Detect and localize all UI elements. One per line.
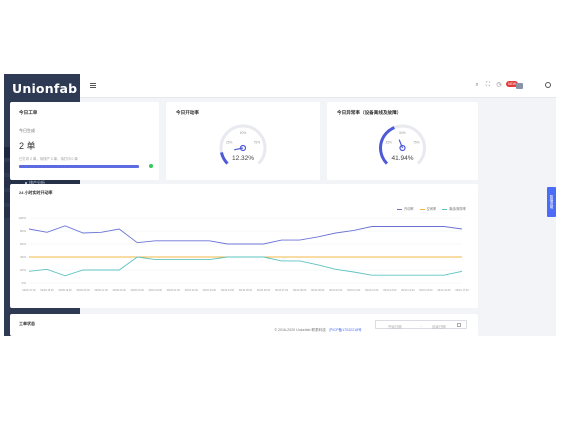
start-date-input[interactable]: 开始日期	[388, 324, 402, 329]
x-tick-label: 09/09 18:00	[40, 289, 54, 292]
card-title: 工单状态	[19, 321, 35, 326]
x-tick-label: 09/09 21:00	[95, 289, 109, 292]
work-order-status-card: 工单状态 开始日期 → 结束日期	[10, 314, 478, 336]
y-tick-label: 80%	[20, 229, 26, 233]
orders-progress-bar	[19, 165, 139, 168]
gauge-fill	[219, 152, 229, 165]
today-uptime-card: 今日开动率 25% 50% 75% 12.32%	[166, 102, 320, 180]
x-tick-label: 09/09 17:00	[22, 289, 36, 292]
dashboard-app: Unionfab 工作台▾订单管理▾设备管理▾数据分析▴产能概况产能分析排产分析…	[4, 74, 556, 336]
x-tick-label: 09/09 23:00	[131, 289, 145, 292]
x-tick-label: 09/10 05:00	[239, 289, 253, 292]
legend-label: 空闲率	[426, 207, 437, 211]
gauge-tick-label: 25%	[385, 140, 392, 144]
x-tick-label: 09/10 16:00	[437, 289, 451, 292]
x-tick-label: 09/10 06:00	[257, 289, 271, 292]
settings-icon[interactable]	[545, 82, 551, 88]
legend-item[interactable]: 空闲率	[419, 207, 437, 211]
gauge-needle	[398, 139, 404, 149]
menu-toggle-icon[interactable]	[90, 83, 96, 88]
card-title: 今日异常率（设备离线及故障）	[337, 110, 402, 115]
y-tick-label: 0%	[22, 281, 27, 285]
gauge-tick-label: 50%	[399, 131, 406, 135]
chart-title: 24 小时实时开动率	[19, 190, 53, 195]
calendar-icon[interactable]	[457, 323, 461, 327]
clock-icon[interactable]: ◷	[496, 82, 502, 88]
x-tick-label: 09/10 09:00	[311, 289, 325, 292]
gauge-fill	[379, 126, 395, 165]
fullscreen-icon[interactable]: ⛶	[485, 82, 491, 88]
x-tick-label: 09/10 17:00	[455, 289, 469, 292]
x-tick-label: 09/10 01:00	[167, 289, 181, 292]
x-tick-label: 09/10 11:00	[347, 289, 361, 292]
legend-label: 开动率	[404, 207, 414, 211]
notification-badge[interactable]: NEW	[506, 81, 518, 87]
end-date-input[interactable]: 结束日期	[432, 324, 446, 329]
side-help-tab[interactable]: 数据说明	[547, 187, 556, 217]
uptime-trend-card: 100% 80% 60% 40% 20% 0% 09/09 17:00 09/09 18:00…	[10, 184, 478, 308]
x-tick-label: 09/10 03:00	[203, 289, 217, 292]
gauge-track	[219, 124, 267, 165]
gauge-value: 12.32%	[232, 155, 254, 162]
orders-value: 2 单	[19, 141, 36, 151]
x-tick-label: 09/10 08:00	[293, 289, 307, 292]
gauge-needle	[234, 147, 244, 151]
status-dot	[149, 164, 153, 168]
footer: © 2016-2020 Unionfab 联泰科技 沪ICP备17032218号	[80, 328, 556, 333]
date-separator: →	[419, 323, 423, 328]
trend-chart: 100% 80% 60% 40% 20% 0% 09/09 17:00 09/09 18:00…	[18, 216, 469, 292]
x-tick-label: 09/09 20:00	[77, 289, 91, 292]
gauge-tick-label: 75%	[254, 140, 261, 144]
x-tick-label: 09/10 12:00	[365, 289, 379, 292]
today-orders-card: 今日工单 今日生成 2 单 已打印 2 单，待排产 0 单，待打印 0 单	[10, 102, 159, 180]
bullet-icon	[25, 182, 27, 184]
card-title: 今日工单	[19, 110, 38, 115]
series-line	[28, 225, 463, 245]
x-tick-label: 09/10 04:00	[221, 289, 235, 292]
gauge-value: 41.94%	[391, 155, 413, 162]
date-range-picker[interactable]: 开始日期 → 结束日期	[375, 320, 467, 329]
legend-item[interactable]: 开动率	[397, 207, 414, 211]
icp-link[interactable]: 沪ICP备17032218号	[328, 328, 362, 332]
x-tick-label: 09/10 07:00	[275, 289, 289, 292]
logo: Unionfab	[12, 81, 78, 96]
x-tick-label: 09/10 13:00	[383, 289, 397, 292]
card-title: 今日开动率	[176, 110, 199, 115]
x-tick-label: 09/10 02:00	[185, 289, 199, 292]
legend-swatch	[442, 208, 448, 210]
legend-label: 离线/故障率	[449, 207, 466, 211]
top-header: ⌕ ⛶ ◷ NEW	[80, 74, 556, 98]
search-icon[interactable]: ⌕	[475, 82, 479, 88]
x-tick-label: 09/09 22:00	[113, 289, 127, 292]
chart-legend: 开动率 空闲率 离线/故障率	[391, 206, 466, 211]
copyright: © 2016-2020 Unionfab 联泰科技	[274, 328, 326, 332]
x-tick-label: 09/10 10:00	[329, 289, 343, 292]
orders-label: 今日生成	[19, 128, 35, 133]
y-tick-label: 40%	[20, 255, 26, 259]
gauge-tick-label: 50%	[240, 131, 247, 135]
gauge-tick-label: 25%	[226, 140, 233, 144]
sidebar-subitem-label: 排产分析	[29, 180, 45, 185]
x-tick-label: 09/10 00:00	[149, 289, 163, 292]
orders-detail: 已打印 2 单，待排产 0 单，待打印 0 单	[19, 157, 78, 161]
today-anomaly-card: 今日异常率（设备离线及故障） 25% 50% 75% 41.94%	[327, 102, 478, 180]
y-tick-label: 100%	[18, 216, 26, 220]
series-line	[28, 256, 463, 277]
legend-item[interactable]: 离线/故障率	[442, 207, 466, 211]
sidebar-subitem[interactable]: 排产分析	[4, 177, 80, 188]
x-tick-label: 09/10 14:00	[401, 289, 415, 292]
legend-swatch	[397, 208, 403, 210]
uptime-gauge: 25% 50% 75% 12.32%	[219, 124, 267, 165]
legend-swatch	[419, 208, 425, 210]
gauge-tick-label: 75%	[413, 140, 420, 144]
y-tick-label: 20%	[20, 268, 26, 272]
y-tick-label: 60%	[20, 242, 26, 246]
user-avatar[interactable]	[516, 83, 523, 89]
x-tick-label: 09/10 15:00	[419, 289, 433, 292]
x-tick-label: 09/09 19:00	[58, 289, 72, 292]
anomaly-gauge: 25% 50% 75% 41.94%	[379, 124, 426, 165]
